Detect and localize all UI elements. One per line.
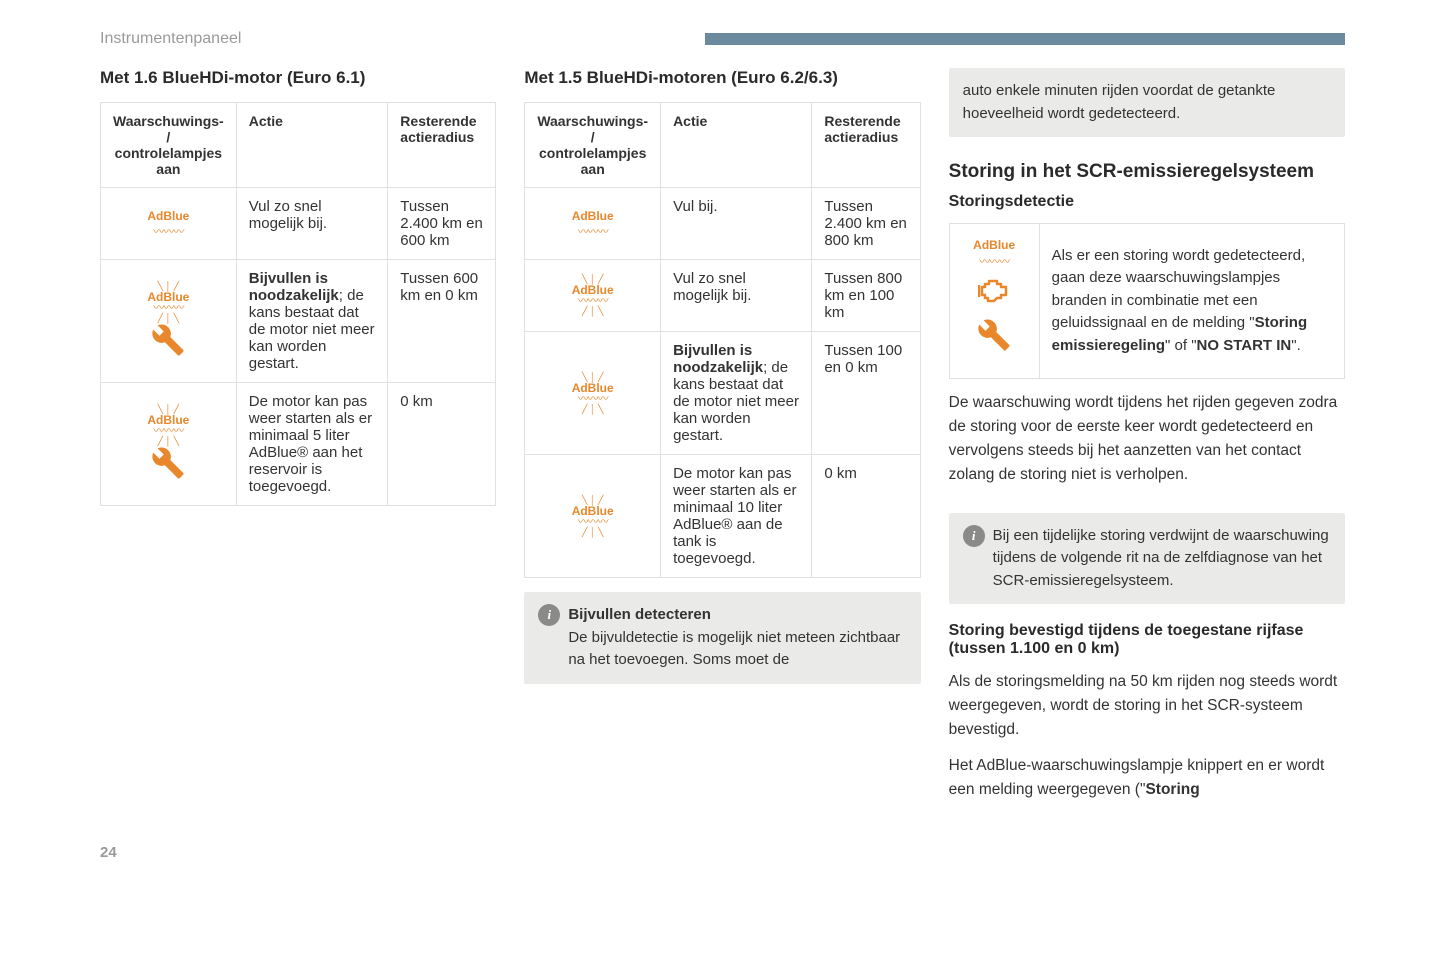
adblue-rays-icon: ╲ │ ╱AdBlue〰〰〰╱ │ ╲ — [537, 275, 648, 316]
table-row: ╲ │ ╱AdBlue〰〰〰╱ │ ╲ De motor kan pas wee… — [101, 383, 496, 506]
th-action: Actie — [661, 103, 812, 188]
main-columns: Met 1.6 BlueHDi-motor (Euro 6.1) Waarsch… — [100, 68, 1345, 814]
range-cell: Tussen 100 en 0 km — [812, 332, 920, 455]
range-cell: Tussen 600 km en 0 km — [388, 260, 496, 383]
wavy-icon: 〰〰〰 — [962, 254, 1027, 271]
action-cell: Vul zo snel mogelijk bij. — [236, 188, 388, 260]
body-warning-driving: De waarschuwing wordt tijdens het rijden… — [949, 391, 1345, 487]
table-row: ╲ │ ╱AdBlue〰〰〰╱ │ ╲ Vul zo snel mogelijk… — [525, 260, 920, 332]
lamp-icon-cell: ╲ │ ╱AdBlue〰〰〰╱ │ ╲ — [101, 260, 237, 383]
page-header: Instrumentenpaneel — [100, 30, 1345, 48]
lamp-icon-cell: AdBlue 〰〰〰 — [101, 188, 237, 260]
action-cell: De motor kan pas weer starten als er min… — [661, 455, 812, 578]
callout-text: Als er een storing wordt gedetecteerd, g… — [1039, 224, 1344, 379]
wavy-icon: 〰〰〰 — [537, 223, 648, 239]
header-title: Instrumentenpaneel — [100, 30, 241, 48]
action-cell: Vul zo snel mogelijk bij. — [661, 260, 812, 332]
th-range: Resterende actieradius — [388, 103, 496, 188]
column-3: auto enkele minuten rijden voordat de ge… — [949, 68, 1345, 814]
body-blink: Het AdBlue-waarschuwingslampje knippert … — [949, 754, 1345, 802]
th-range: Resterende actieradius — [812, 103, 920, 188]
wrench-icon — [113, 323, 224, 361]
range-cell: 0 km — [812, 455, 920, 578]
th-lamps: Waarschuwings- / controlelampjes aan — [525, 103, 661, 188]
header-bar — [705, 33, 1345, 45]
wavy-icon: 〰〰〰 — [113, 223, 224, 239]
col2-title: Met 1.5 BlueHDi-motoren (Euro 6.2/6.3) — [524, 68, 920, 88]
lamp-icon-cell: ╲ │ ╱AdBlue〰〰〰╱ │ ╲ — [101, 383, 237, 506]
column-1: Met 1.6 BlueHDi-motor (Euro 6.1) Waarsch… — [100, 68, 496, 814]
adblue-icon: AdBlue — [113, 209, 224, 223]
table-row: ╲ │ ╱AdBlue〰〰〰╱ │ ╲ De motor kan pas wee… — [525, 455, 920, 578]
info-icon: i — [963, 525, 985, 547]
table-2: Waarschuwings- / controlelampjes aan Act… — [524, 102, 920, 578]
lamp-icon-cell: ╲ │ ╱AdBlue〰〰〰╱ │ ╲ — [525, 455, 661, 578]
adblue-rays-icon: ╲ │ ╱AdBlue〰〰〰╱ │ ╲ — [537, 496, 648, 537]
table-1: Waarschuwings- / controlelampjes aan Act… — [100, 102, 496, 506]
info-text: De bijvuldetectie is mogelijk niet metee… — [568, 629, 900, 669]
range-cell: Tussen 2.400 km en 600 km — [388, 188, 496, 260]
adblue-rays-icon: ╲ │ ╱AdBlue〰〰〰╱ │ ╲ — [537, 373, 648, 414]
confirmed-heading: Storing bevestigd tijdens de toegestane … — [949, 622, 1345, 658]
info-temp-fault: i Bij een tijdelijke storing verdwijnt d… — [949, 513, 1345, 605]
table-row: ╲ │ ╱AdBlue〰〰〰╱ │ ╲ Bijvullen is noodzak… — [101, 260, 496, 383]
info-icon: i — [538, 604, 560, 626]
th-lamps: Waarschuwings- / controlelampjes aan — [101, 103, 237, 188]
action-cell: Bijvullen is noodzakelijk; de kans besta… — [661, 332, 812, 455]
action-cell: Vul bij. — [661, 188, 812, 260]
lamp-icon-cell: AdBlue 〰〰〰 — [525, 188, 661, 260]
intro-text: auto enkele minuten rijden voordat de ge… — [963, 82, 1276, 122]
wrench-icon — [962, 318, 1027, 360]
range-cell: Tussen 800 km en 100 km — [812, 260, 920, 332]
action-cell: Bijvullen is noodzakelijk; de kans besta… — [236, 260, 388, 383]
range-cell: Tussen 2.400 km en 800 km — [812, 188, 920, 260]
callout-table: AdBlue 〰〰〰 — [949, 223, 1345, 379]
adblue-rays-icon: ╲ │ ╱AdBlue〰〰〰╱ │ ╲ — [113, 282, 224, 323]
callout-icons: AdBlue 〰〰〰 — [949, 224, 1039, 379]
adblue-icon: AdBlue — [537, 209, 648, 223]
info-refill-detect: i Bijvullen detecteren De bijvuldetectie… — [524, 592, 920, 684]
body-confirmed: Als de storingsmelding na 50 km rijden n… — [949, 670, 1345, 742]
adblue-icon: AdBlue — [962, 236, 1027, 254]
info-continuation: auto enkele minuten rijden voordat de ge… — [949, 68, 1345, 137]
column-2: Met 1.5 BlueHDi-motoren (Euro 6.2/6.3) W… — [524, 68, 920, 814]
page-number: 24 — [100, 844, 1345, 861]
wrench-icon — [113, 446, 224, 484]
col1-title: Met 1.6 BlueHDi-motor (Euro 6.1) — [100, 68, 496, 88]
engine-icon — [962, 277, 1027, 313]
scr-heading: Storing in het SCR-emissieregelsysteem — [949, 161, 1345, 183]
lamp-icon-cell: ╲ │ ╱AdBlue〰〰〰╱ │ ╲ — [525, 260, 661, 332]
detection-heading: Storingsdetectie — [949, 193, 1345, 211]
info-title: Bijvullen detecteren — [568, 606, 711, 623]
adblue-rays-icon: ╲ │ ╱AdBlue〰〰〰╱ │ ╲ — [113, 405, 224, 446]
table-row: AdBlue 〰〰〰 Vul zo snel mogelijk bij. Tus… — [101, 188, 496, 260]
th-action: Actie — [236, 103, 388, 188]
lamp-icon-cell: ╲ │ ╱AdBlue〰〰〰╱ │ ╲ — [525, 332, 661, 455]
table-row: AdBlue 〰〰〰 Vul bij. Tussen 2.400 km en 8… — [525, 188, 920, 260]
table-row: ╲ │ ╱AdBlue〰〰〰╱ │ ╲ Bijvullen is noodzak… — [525, 332, 920, 455]
info-text: Bij een tijdelijke storing verdwijnt de … — [993, 525, 1331, 593]
action-cell: De motor kan pas weer starten als er min… — [236, 383, 388, 506]
range-cell: 0 km — [388, 383, 496, 506]
